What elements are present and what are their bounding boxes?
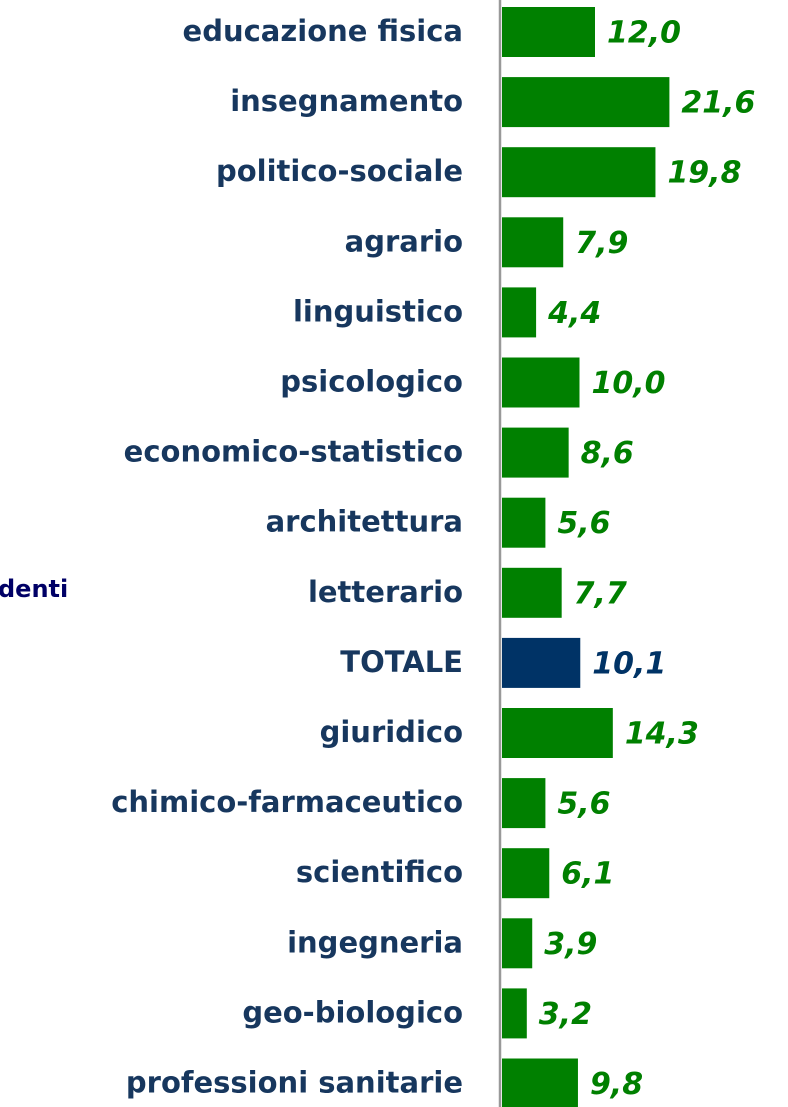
category-label: giuridico [320, 715, 463, 749]
category-label: politico-sociale [216, 154, 463, 188]
category-label: letterario [308, 575, 463, 609]
value-label: 9,8 [590, 1067, 643, 1102]
value-label: 4,4 [547, 296, 601, 331]
category-label: ingegneria [287, 925, 463, 959]
category-label: economico-statistico [124, 435, 463, 469]
value-label: 10,0 [592, 366, 666, 401]
bar [502, 918, 533, 969]
annotation: denti [0, 575, 68, 603]
bar [502, 708, 613, 758]
value-label: 6,1 [561, 857, 614, 892]
value-label: 7,7 [574, 576, 627, 611]
bar [502, 217, 564, 268]
value-label: 5,6 [557, 787, 610, 822]
category-label: chimico-farmaceutico [111, 785, 463, 819]
bar [502, 77, 670, 128]
bar [502, 988, 527, 1039]
value-label: 12,0 [607, 16, 681, 51]
category-label: insegnamento [230, 84, 463, 118]
bar [502, 567, 562, 618]
value-label: 21,6 [681, 86, 755, 121]
category-label: psicologico [280, 365, 463, 399]
bar [502, 778, 546, 829]
bar [502, 7, 595, 57]
bar [502, 287, 537, 338]
value-label: 7,9 [575, 226, 628, 261]
bar [502, 427, 569, 478]
bar [502, 147, 656, 198]
bar [502, 357, 580, 408]
category-label: educazione fisica [183, 14, 463, 48]
value-label: 3,9 [544, 927, 597, 962]
category-label: linguistico [293, 294, 463, 328]
category-label: agrario [345, 224, 463, 258]
value-label: 3,2 [539, 997, 592, 1032]
value-label: 19,8 [667, 156, 741, 191]
bar [502, 497, 546, 548]
category-label: scientifico [296, 855, 463, 889]
bar [502, 637, 581, 688]
category-label: architettura [266, 505, 463, 539]
category-label: geo-biologico [242, 995, 463, 1029]
value-label: 10,1 [592, 646, 666, 681]
value-label: 8,6 [581, 436, 634, 471]
bar [502, 1058, 578, 1107]
value-label: 14,3 [625, 717, 699, 752]
value-label: 5,6 [557, 506, 610, 541]
bar [502, 848, 550, 899]
category-label: TOTALE [340, 645, 463, 679]
category-label: professioni sanitarie [126, 1066, 463, 1100]
